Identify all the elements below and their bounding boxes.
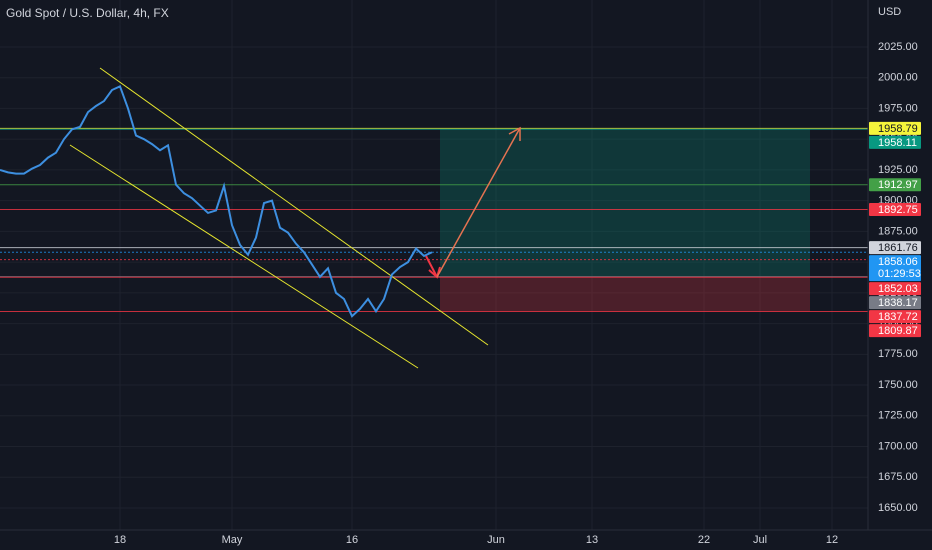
channel-upper [99, 67, 489, 346]
price-label-box [869, 121, 921, 135]
y-tick-label: 1725.00 [878, 410, 918, 422]
price-label: 1958.11 [878, 137, 917, 149]
x-tick-label: 12 [826, 534, 838, 546]
price-label-box [869, 178, 921, 192]
price-labels: 1958.79 1958.11 1912.97 1892.75 1861.76 1858.… [869, 121, 921, 338]
price-label-box [869, 324, 921, 338]
price-label-box [869, 296, 921, 310]
price-label: 1958.79 [878, 123, 918, 135]
x-tick-label: Jun [487, 534, 505, 546]
price-label: 1858.06 [878, 256, 918, 268]
price-label: 1838.17 [878, 297, 918, 309]
arrows [425, 126, 521, 279]
x-tick-label: 13 [586, 534, 598, 546]
price-label: 1837.72 [878, 311, 918, 323]
y-tick-label: 1775.00 [878, 348, 918, 360]
x-tick-label: Jul [753, 534, 767, 546]
price-label-box [869, 282, 921, 296]
chart-title: Gold Spot / U.S. Dollar, 4h, FX [6, 6, 169, 20]
price-label-box [869, 135, 921, 149]
arrow-down [425, 255, 438, 278]
y-tick-label: 2025.00 [878, 41, 918, 53]
y-tick-label: 2000.00 [878, 72, 918, 84]
y-tick-label: 1750.00 [878, 379, 918, 391]
price-label: 1809.87 [878, 325, 918, 337]
price-label: 1852.03 [878, 283, 918, 295]
x-tick-label: 22 [698, 534, 710, 546]
channel [69, 67, 489, 369]
price-label-box [869, 203, 921, 217]
levels [0, 127, 868, 312]
position-box [440, 129, 810, 312]
y-tick-label: 1700.00 [878, 440, 918, 452]
price-label: 1912.97 [878, 179, 918, 191]
price-label: 1861.76 [878, 242, 918, 254]
price-label: 1892.75 [878, 204, 918, 216]
countdown: 01:29:53 [878, 268, 921, 280]
arrow-head [508, 126, 521, 141]
x-tick-label: May [222, 534, 243, 546]
y-tick-label: 1650.00 [878, 502, 918, 514]
channel-lower [69, 144, 419, 369]
arrow-up [436, 127, 521, 278]
y-tick-label: 1675.00 [878, 471, 918, 483]
loss-zone [440, 276, 810, 312]
y-tick-label: 1975.00 [878, 102, 918, 114]
y-tick-label: 1875.00 [878, 225, 918, 237]
profit-zone [440, 129, 810, 277]
price-label-box [869, 255, 921, 282]
x-tick-label: 18 [114, 534, 126, 546]
grid [0, 0, 868, 530]
y-tick-label: 1925.00 [878, 164, 918, 176]
series [0, 84, 433, 318]
price-line [0, 84, 433, 318]
x-tick-label: 16 [346, 534, 358, 546]
price-label-box [869, 241, 921, 255]
price-label-box [869, 310, 921, 324]
currency: USD [878, 6, 901, 18]
